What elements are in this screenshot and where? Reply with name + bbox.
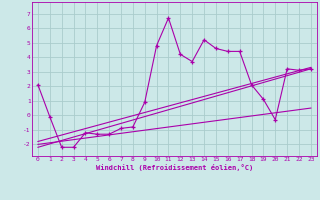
X-axis label: Windchill (Refroidissement éolien,°C): Windchill (Refroidissement éolien,°C) (96, 164, 253, 171)
